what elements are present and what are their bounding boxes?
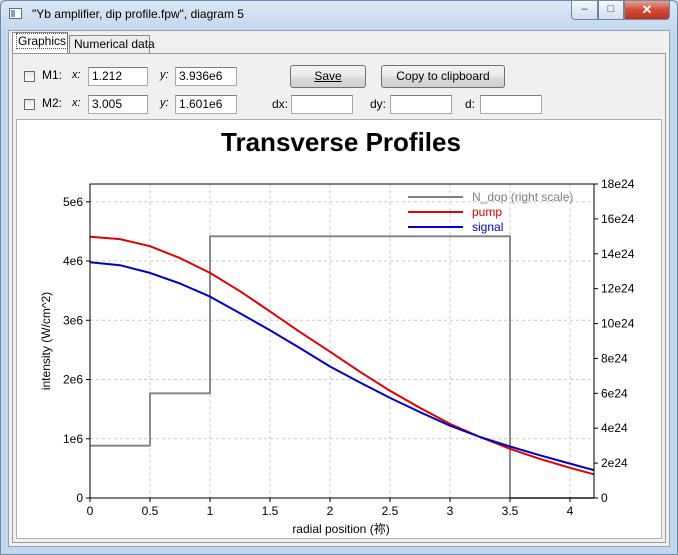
series-line-n-dop <box>90 235 594 499</box>
save-button[interactable]: Save <box>290 65 366 88</box>
y-left-tick-label: 2e6 <box>63 373 83 387</box>
y-right-tick-label: 0 <box>601 491 608 505</box>
m2-x-label: x: <box>72 97 81 109</box>
y-right-tick-label: 4e24 <box>601 421 628 435</box>
chart-area[interactable]: Transverse Profiles intensity (W/cm^2) r… <box>16 119 662 539</box>
series-line-pump <box>89 235 595 476</box>
y-right-tick-label: 2e24 <box>601 456 628 470</box>
legend-label: pump <box>472 205 502 219</box>
m2-x-field[interactable]: 3.005 <box>88 95 148 114</box>
legend-label: signal <box>472 220 503 234</box>
m2-y-label: y: <box>160 97 169 109</box>
tab-numerical-data[interactable]: Numerical data <box>69 35 155 53</box>
series-line-signal <box>89 261 595 472</box>
y-axis-label: intensity (W/cm^2) <box>39 292 53 390</box>
app-icon[interactable] <box>9 8 22 19</box>
x-tick-label: 1.5 <box>262 504 279 518</box>
legend-label: N_dop (right scale) <box>472 190 573 204</box>
close-button[interactable]: ✕ <box>624 1 670 20</box>
window-title: "Yb amplifier, dip profile.fpw", diagram… <box>32 7 244 21</box>
plot-frame <box>89 183 595 499</box>
m1-y-label: y: <box>160 69 169 81</box>
dy-field[interactable] <box>390 95 452 114</box>
chart-svg[interactable]: Transverse Profiles intensity (W/cm^2) r… <box>17 120 661 538</box>
dx-field[interactable] <box>291 95 353 114</box>
x-tick-label: 0 <box>87 504 94 518</box>
y-left-tick-label: 5e6 <box>63 195 83 209</box>
y-right-tick-label: 18e24 <box>601 177 635 191</box>
x-tick-label: 4 <box>567 504 574 518</box>
y-left-tick-label: 1e6 <box>63 432 83 446</box>
graphics-panel: M1: x: 1.212 y: 3.936e6 Save Copy to cli… <box>12 53 666 543</box>
d-label: d: <box>465 97 476 111</box>
minimize-button[interactable]: – <box>571 1 598 20</box>
y-right-tick-label: 8e24 <box>601 351 628 365</box>
title-bar[interactable]: "Yb amplifier, dip profile.fpw", diagram… <box>1 1 677 29</box>
m1-x-field[interactable]: 1.212 <box>88 67 148 86</box>
client-area: Graphics Numerical data M1: x: 1.212 y: … <box>8 30 670 547</box>
y-left-tick-label: 4e6 <box>63 254 83 268</box>
y-right-tick-label: 6e24 <box>601 386 628 400</box>
x-axis-label: radial position (祢) <box>292 522 389 536</box>
plot-series <box>89 235 595 499</box>
m1-label: M1: <box>42 68 63 82</box>
m1-checkbox[interactable] <box>24 71 35 82</box>
save-button-label: Save <box>314 69 342 83</box>
copy-to-clipboard-button[interactable]: Copy to clipboard <box>381 65 505 88</box>
y-left-tick-label: 3e6 <box>63 313 83 327</box>
y-right-tick-label: 12e24 <box>601 282 635 296</box>
x-tick-label: 0.5 <box>142 504 159 518</box>
m2-checkbox[interactable] <box>24 99 35 110</box>
m1-y-field[interactable]: 3.936e6 <box>175 67 237 86</box>
y-right-tick-label: 16e24 <box>601 212 635 226</box>
axis-ticks: 0 0.5 1 1.5 2 2.5 3 3.5 4 0 1e6 2e6 3e6 4e6 5e6 0 2e24 4e… <box>63 177 635 518</box>
x-tick-label: 2 <box>327 504 334 518</box>
x-tick-label: 2.5 <box>382 504 399 518</box>
x-tick-label: 1 <box>207 504 214 518</box>
tab-graphics[interactable]: Graphics <box>12 32 69 53</box>
y-right-tick-label: 14e24 <box>601 247 635 261</box>
m2-label: M2: <box>42 96 63 110</box>
tab-graphics-label: Graphics <box>15 33 69 49</box>
m2-y-field[interactable]: 1.601e6 <box>175 95 237 114</box>
x-tick-label: 3 <box>447 504 454 518</box>
dx-label: dx: <box>272 97 289 111</box>
chart-title: Transverse Profiles <box>221 127 461 157</box>
y-right-tick-label: 10e24 <box>601 317 635 331</box>
x-tick-label: 3.5 <box>502 504 519 518</box>
maximize-button[interactable]: □ <box>598 1 624 20</box>
m1-x-label: x: <box>72 69 81 81</box>
dy-label: dy: <box>370 97 387 111</box>
d-field[interactable] <box>480 95 542 114</box>
y-left-tick-label: 0 <box>76 491 83 505</box>
